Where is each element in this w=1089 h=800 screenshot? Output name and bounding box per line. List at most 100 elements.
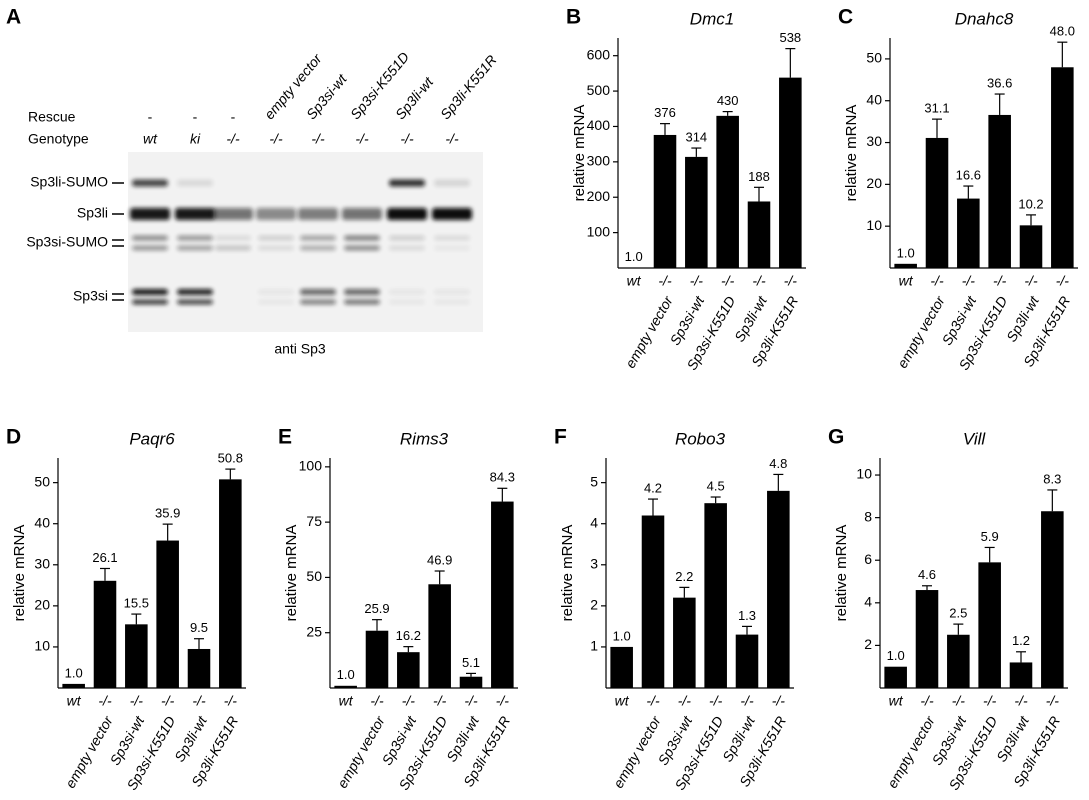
value-label: 2.5	[949, 606, 967, 621]
band	[300, 235, 336, 241]
value-label: 84.3	[490, 470, 515, 485]
bar	[884, 666, 907, 688]
x-tick-label: wt	[339, 693, 354, 709]
value-label: 1.0	[65, 665, 83, 680]
y-tick-label: 40	[866, 91, 882, 107]
x-tick-label: wt	[899, 273, 914, 289]
x-tick-label: -/-	[752, 273, 766, 289]
bar	[685, 156, 708, 268]
value-label: 1.0	[337, 667, 355, 682]
bar	[704, 503, 727, 688]
band	[177, 179, 213, 187]
panel-letter: A	[6, 6, 21, 29]
x-tick-label: -/-	[224, 693, 238, 709]
x-tick-label: -/-	[1024, 273, 1038, 289]
rescue-label: -	[148, 109, 153, 125]
value-label: 4.2	[644, 481, 662, 496]
bar	[641, 515, 665, 688]
value-label: 46.9	[427, 552, 452, 567]
band	[432, 208, 472, 220]
band	[389, 299, 425, 305]
bar	[459, 676, 483, 688]
band	[300, 245, 336, 251]
bar	[1051, 67, 1074, 268]
x-tick-label: -/-	[740, 693, 754, 709]
panel-letter: E	[278, 426, 292, 449]
x-tick-label: wt	[889, 693, 904, 709]
band	[389, 245, 425, 251]
y-tick-label: 400	[587, 117, 611, 133]
band	[258, 235, 294, 241]
y-tick-label: 10	[34, 638, 50, 654]
bar	[187, 648, 211, 688]
x-tick-label: -/-	[464, 693, 478, 709]
chart-title: Vill	[963, 429, 987, 448]
antibody-label: anti Sp3	[274, 341, 326, 357]
band	[298, 208, 338, 220]
value-label: 2.2	[675, 569, 693, 584]
value-label: 1.0	[887, 648, 905, 663]
band	[215, 245, 251, 251]
genotype-label: -/-	[226, 131, 240, 147]
y-tick-label: 3	[590, 555, 598, 571]
band	[177, 299, 213, 305]
value-label: 1.2	[1012, 633, 1030, 648]
genotype-label: wt	[143, 131, 158, 147]
value-label: 15.5	[124, 596, 149, 611]
bar	[610, 646, 633, 688]
x-tick-label: -/-	[130, 693, 144, 709]
y-tick-label: 300	[587, 153, 611, 169]
y-tick-label: 20	[866, 175, 882, 191]
y-tick-label: 100	[299, 458, 323, 474]
value-label: 48.0	[1050, 24, 1075, 39]
bar	[767, 490, 790, 688]
y-tick-label: 500	[587, 82, 611, 98]
y-tick-label: 1	[590, 638, 598, 654]
band	[344, 245, 380, 251]
x-tick-label: -/-	[709, 693, 723, 709]
genotype-label: -/-	[311, 131, 325, 147]
band	[175, 208, 215, 220]
y-tick-label: 25	[306, 623, 322, 639]
value-label: 8.3	[1043, 471, 1061, 486]
bar	[1019, 225, 1043, 268]
band	[434, 235, 470, 241]
bar	[988, 114, 1011, 268]
bar	[716, 115, 739, 268]
value-label: 50.8	[218, 451, 243, 466]
value-label: 4.8	[769, 456, 787, 471]
x-tick-label: -/-	[962, 273, 976, 289]
value-label: 16.2	[396, 628, 421, 643]
bar	[491, 501, 514, 688]
bar	[1009, 662, 1033, 688]
bar	[673, 597, 696, 688]
x-tick-label: wt	[67, 693, 82, 709]
panel-letter: B	[566, 6, 581, 29]
band	[300, 299, 336, 305]
x-tick-label: -/-	[983, 693, 997, 709]
bar	[947, 634, 970, 688]
band	[342, 208, 382, 220]
chart-title: Paqr6	[129, 429, 175, 448]
y-tick-label: 5	[590, 473, 598, 489]
band	[344, 289, 380, 295]
x-tick-label: wt	[627, 273, 642, 289]
y-tick-label: 30	[34, 555, 50, 571]
x-tick-label: -/-	[658, 273, 672, 289]
genotype-label: ki	[190, 131, 201, 147]
x-tick-label: -/-	[496, 693, 510, 709]
band	[132, 179, 168, 187]
bar	[93, 580, 117, 688]
panel-letter: D	[6, 426, 21, 449]
x-tick-label: -/-	[930, 273, 944, 289]
x-tick-label: -/-	[1014, 693, 1028, 709]
band	[132, 299, 168, 305]
band	[132, 235, 168, 241]
band	[258, 299, 294, 305]
band	[177, 245, 213, 251]
x-tick-label: -/-	[433, 693, 447, 709]
bar	[428, 584, 451, 688]
y-tick-label: 50	[306, 568, 322, 584]
y-tick-label: 8	[864, 508, 872, 524]
